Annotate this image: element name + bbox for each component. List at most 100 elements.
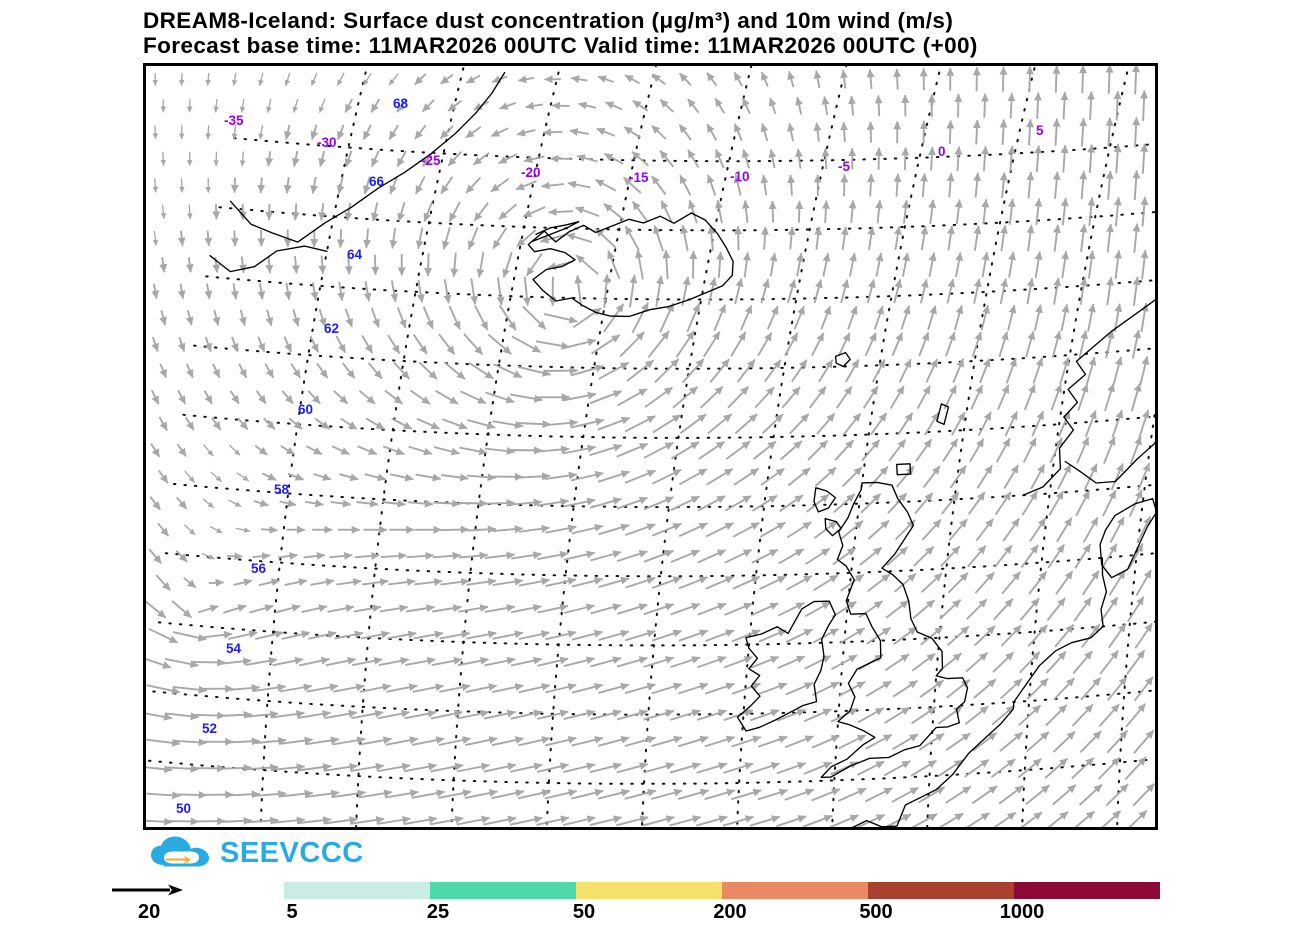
wind-arrow [757,788,788,801]
wind-arrow [598,735,630,747]
wind-arrow [396,307,407,329]
wind-arrow [1034,145,1043,173]
colorbar[interactable]: 5 25 50 200 500 1000 [284,882,1160,924]
wind-arrow [1026,118,1035,146]
wind-arrow [696,709,727,721]
wind-arrow [1071,757,1095,780]
wind-arrow [670,656,701,669]
wind-arrow [288,417,303,430]
wind-arrow [1101,810,1122,827]
wind-arrow [1082,516,1099,543]
wind-arrow [280,445,296,456]
wind-arrow [336,578,362,587]
wind-arrow [759,575,787,590]
wind-arrow [1113,90,1122,121]
wind-arrow [920,626,944,646]
wind-arrow [749,815,781,827]
wind-arrow [607,250,621,280]
wind-arrow [265,309,274,327]
wind-arrow [1140,249,1149,280]
wind-arrow [164,712,200,721]
wind-arrow [761,413,784,434]
wind-arrow [937,705,963,725]
wind-arrow [670,495,700,511]
wind-arrow [725,440,751,460]
wind-arrow [1124,756,1147,781]
wind-arrow [382,445,405,456]
wind-arrow [157,469,169,484]
wind-arrow [541,181,565,190]
wind-arrow [734,278,744,305]
wind-arrow [517,789,551,800]
wind-arrow [616,442,649,458]
wind-arrow [1079,117,1088,147]
wind-arrow [781,386,801,409]
wind-arrow [571,523,604,535]
wind-arrow [370,150,380,168]
wind-arrow [177,230,186,247]
wind-arrow [543,312,578,324]
wind-arrow [211,417,222,431]
wind-arrow [197,604,219,614]
wind-arrow [511,335,542,354]
wind-arrow [760,278,770,304]
coastline-france-n [851,701,1015,827]
parallel-64 [205,275,1155,301]
wind-arrow [464,789,498,800]
wind-arrow [415,227,424,250]
wind-arrow [768,200,777,223]
wind-arrow [517,75,535,84]
wind-arrow [306,683,339,693]
wind-arrow [257,177,266,194]
wind-arrow [1052,118,1061,146]
wind-arrow [946,679,971,699]
wind-arrow [306,445,323,456]
wind-arrow [595,228,617,249]
wind-arrow [776,815,807,827]
wind-arrow [438,789,472,799]
wind-arrow [670,602,701,616]
wind-arrow [230,283,239,300]
wind-arrow [440,577,470,586]
wind-arrow [571,576,603,588]
wind-arrow [379,604,408,613]
wind-arrow [596,127,616,137]
wind-arrow [575,206,600,217]
colorbar-strip[interactable] [284,882,1160,899]
wind-arrow [1140,196,1149,227]
wind-arrow [679,174,692,196]
wind-arrow [595,178,617,192]
wind-arrow [230,177,239,194]
wind-arrow [945,331,956,357]
wind-arrow [1044,757,1069,779]
wind-arrow [654,358,680,384]
wind-arrow [342,362,356,379]
wind-arrow [714,149,725,169]
wind-arrow [447,151,462,167]
wind-arrow [396,150,407,168]
wind-arrow [522,305,547,330]
wind-arrow [955,252,963,278]
wind-arrow [228,499,242,508]
wind-arrow [787,467,811,487]
wind-arrow [378,656,410,667]
wind-arrow [973,625,996,647]
wind-arrow [176,496,188,510]
wind-arrow [704,735,735,748]
wind-arrow [678,72,692,86]
wind-arrow [659,98,674,113]
wind-arrow [225,737,261,746]
wind-arrow [1001,571,1022,595]
wind-arrow [491,736,524,747]
wind-arrow [358,736,392,746]
wind-arrow [205,72,211,86]
coastline-greenland-coast2 [209,245,328,273]
wind-arrow [287,472,304,481]
wind-arrow [804,654,832,670]
wind-arrow [1026,731,1050,753]
wind-arrow [1110,463,1124,491]
map-panel[interactable]: 50 52 54 56 58 60 62 64 66 68 -35 -30 -25 -20 -15 -10-… [143,63,1158,830]
wind-arrow [257,282,266,300]
wind-arrow [900,305,911,330]
wind-arrow [964,705,989,726]
